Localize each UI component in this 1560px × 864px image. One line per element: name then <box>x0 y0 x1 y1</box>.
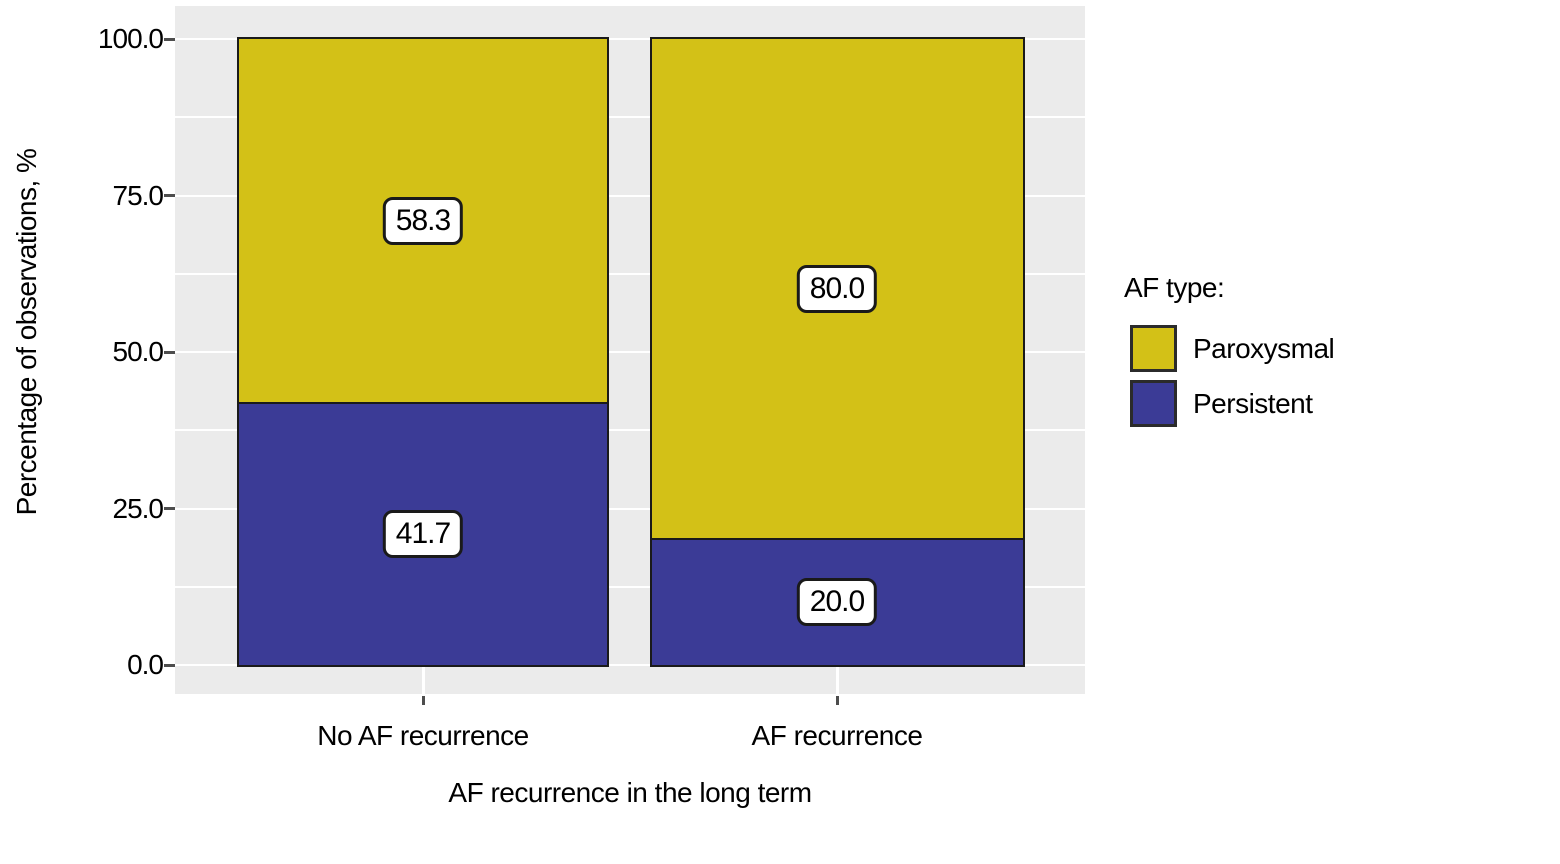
gridline <box>175 38 1085 40</box>
paroxysmal-color-swatch-icon <box>1130 325 1177 372</box>
x-axis-tick-stub <box>421 667 425 694</box>
gridline <box>175 194 1085 197</box>
x-category-label-af-recurrence: AF recurrence <box>751 720 923 751</box>
gridline <box>175 507 1085 510</box>
y-axis-tick-label: 25.0 <box>112 492 165 524</box>
value-label-paroxysmal: 80.0 <box>796 265 878 314</box>
gridline <box>175 116 1085 119</box>
gridline <box>175 351 1085 353</box>
gridline <box>175 585 1085 588</box>
x-axis-title: AF recurrence in the long term <box>448 777 812 808</box>
value-label-persistent: 41.7 <box>382 510 464 559</box>
y-axis-tick <box>164 194 175 197</box>
legend-item-paroxysmal: Paroxysmal <box>1130 325 1335 372</box>
y-axis-tick <box>164 507 175 510</box>
y-axis-tick <box>164 663 175 667</box>
legend-item-persistent: Persistent <box>1130 380 1313 427</box>
y-axis-tick-label: 0.0 <box>127 649 164 680</box>
y-axis-tick <box>164 350 175 354</box>
x-axis-tick-stub <box>835 667 839 694</box>
gridline <box>175 272 1085 275</box>
legend-label-paroxysmal: Paroxysmal <box>1193 333 1335 364</box>
x-axis-tick <box>835 696 839 705</box>
x-axis-tick <box>421 696 425 705</box>
gridline <box>175 429 1085 432</box>
y-axis-tick-label: 50.0 <box>112 336 165 367</box>
x-category-label-no-af-recurrence: No AF recurrence <box>317 720 529 751</box>
value-label-persistent: 20.0 <box>796 578 878 627</box>
legend-title: AF type: <box>1124 272 1225 303</box>
y-axis-tick <box>164 37 175 41</box>
y-axis-tick-label: 75.0 <box>112 179 165 211</box>
y-axis-title: Percentage of observations, % <box>11 148 42 516</box>
value-label-paroxysmal: 58.3 <box>382 197 464 246</box>
y-axis-tick-label: 100.0 <box>97 23 164 54</box>
persistent-color-swatch-icon <box>1130 380 1177 427</box>
legend-label-persistent: Persistent <box>1193 388 1313 419</box>
gridline <box>175 664 1085 666</box>
